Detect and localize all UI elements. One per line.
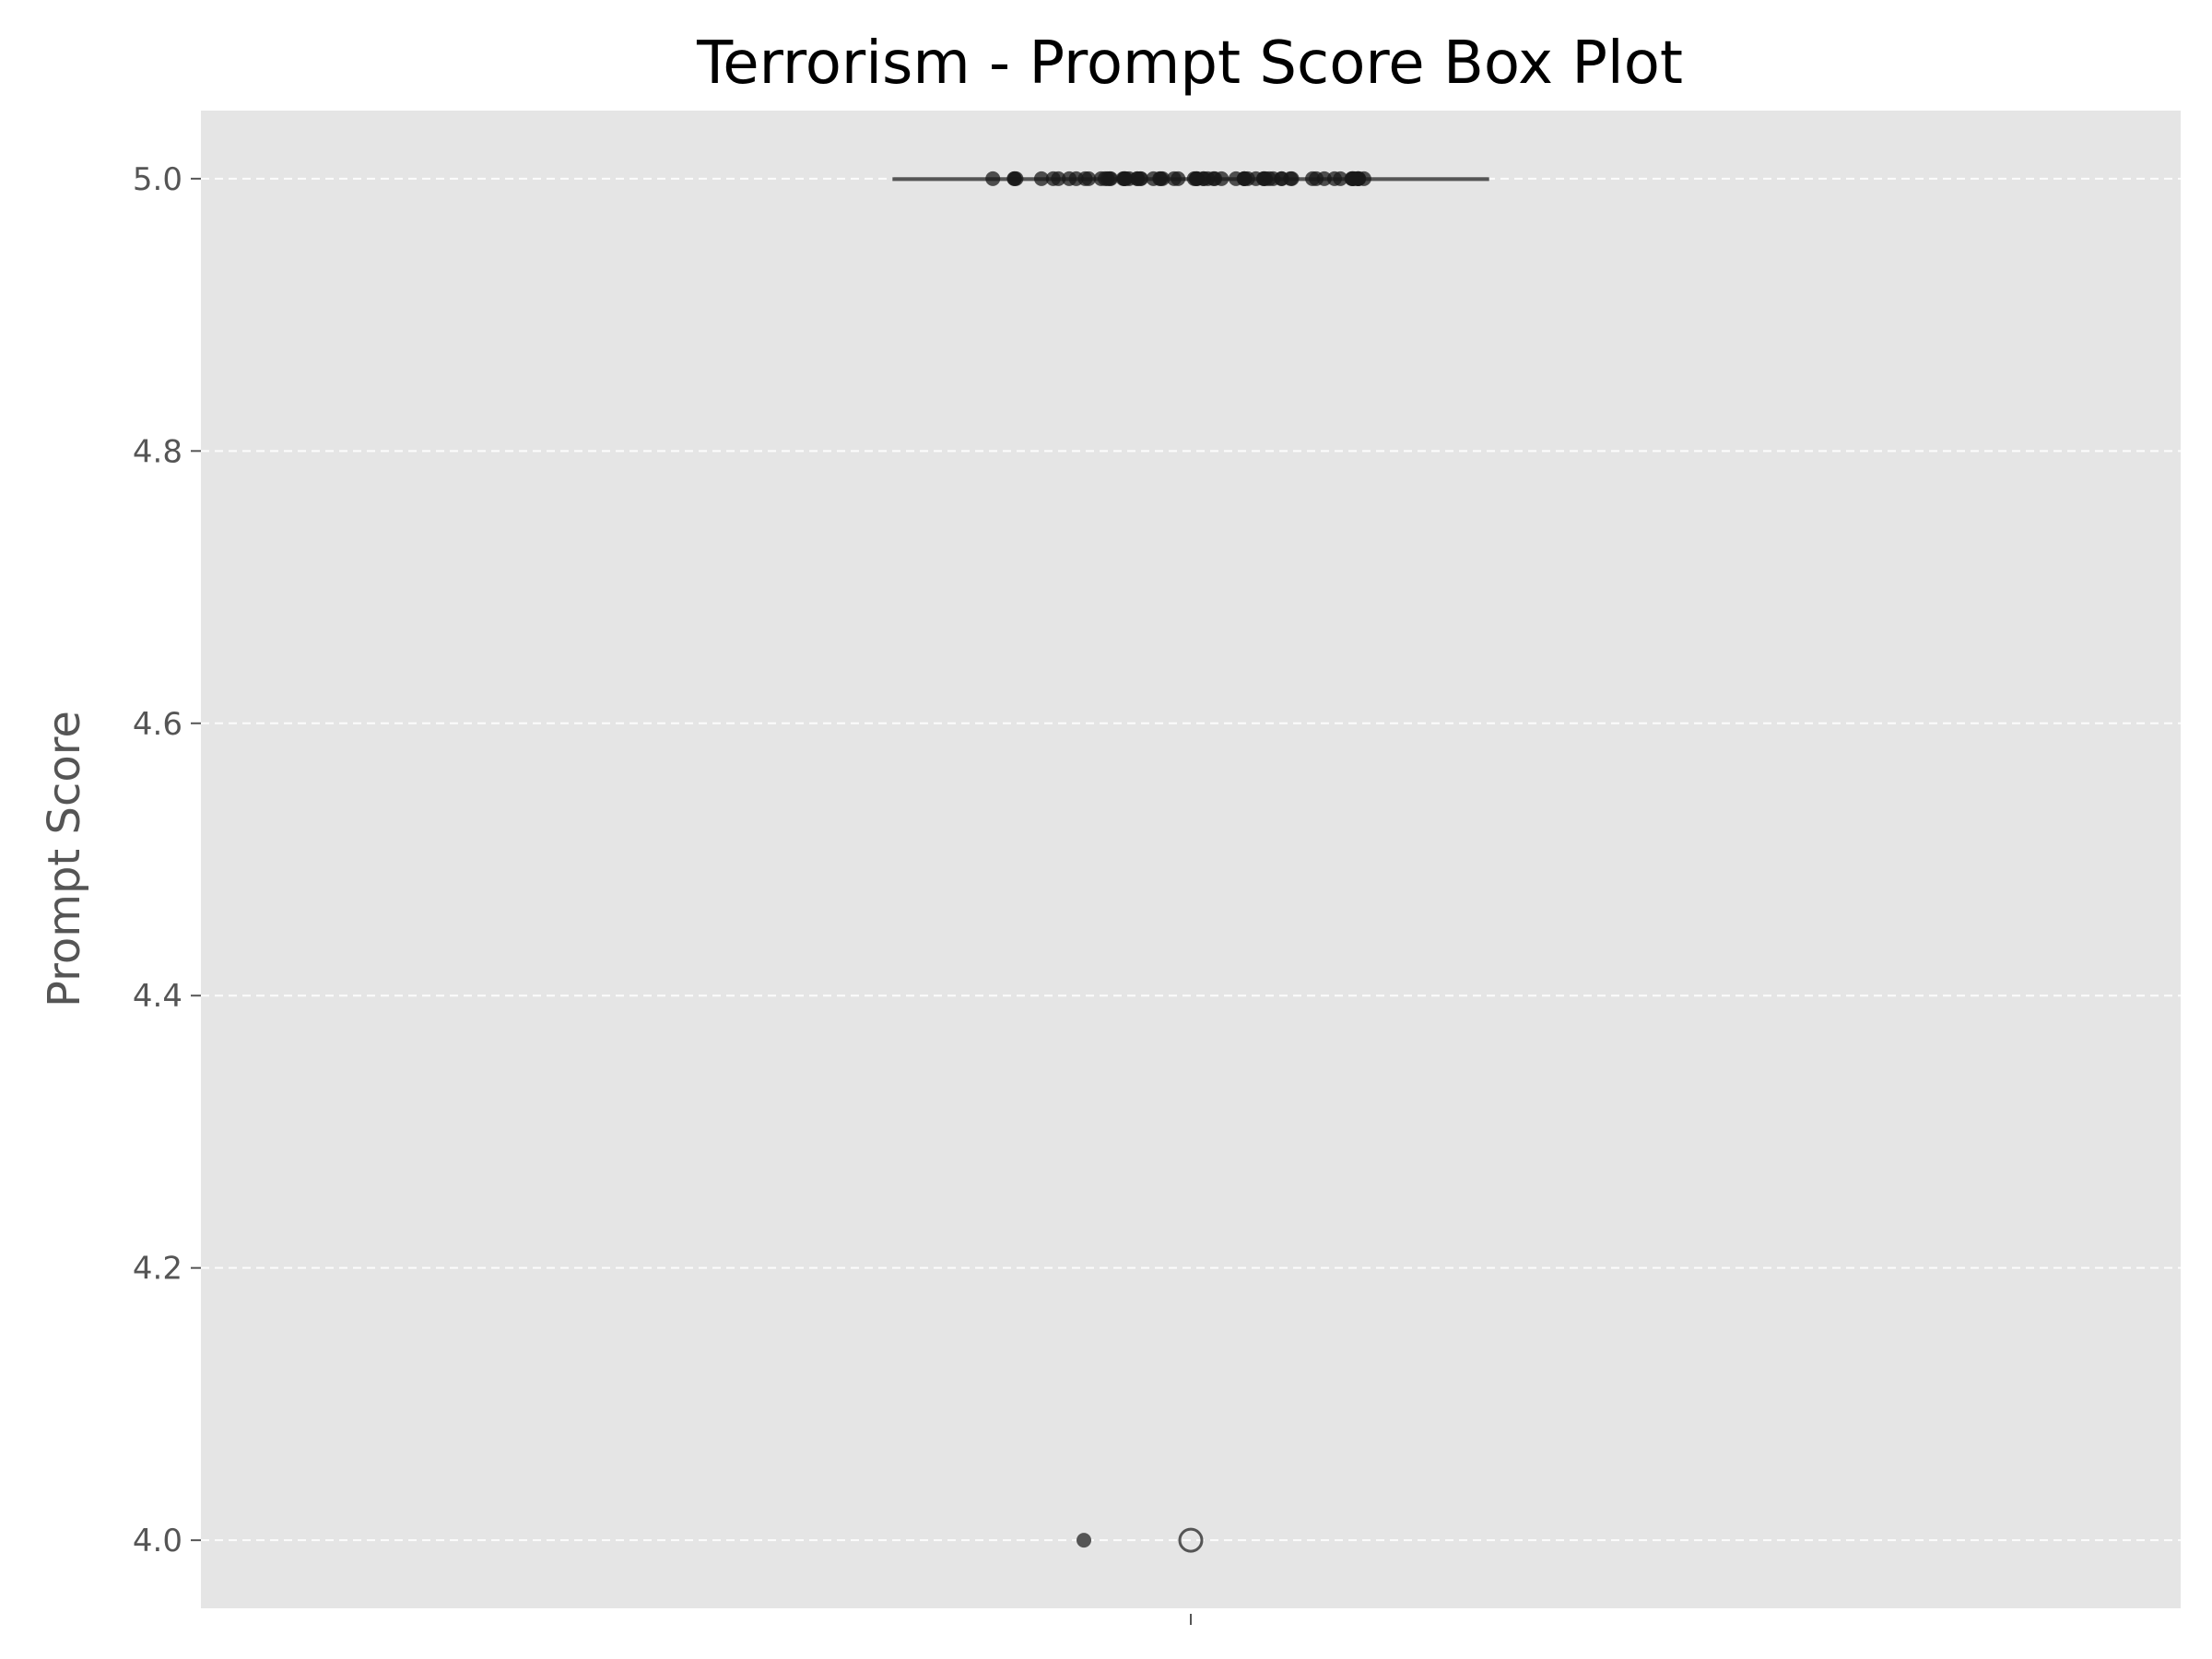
data-point <box>1189 171 1205 186</box>
data-point <box>1344 171 1359 186</box>
data-point <box>985 171 1001 186</box>
y-tick-label: 4.0 <box>133 1523 182 1559</box>
data-point <box>1207 171 1223 186</box>
data-point <box>1248 171 1264 186</box>
data-point <box>1051 171 1066 186</box>
y-axis-ticks: 4.0 4.2 4.4 4.6 4.8 5.0 <box>133 161 201 1559</box>
outlier-point <box>1178 1527 1204 1553</box>
y-tick-label: 5.0 <box>133 161 182 198</box>
y-tick-label: 4.4 <box>133 978 182 1015</box>
data-point <box>1316 171 1332 186</box>
data-point <box>1284 171 1300 186</box>
data-point <box>1033 171 1049 186</box>
y-tick-label: 4.8 <box>133 433 182 470</box>
data-point <box>1006 171 1022 186</box>
y-tick-label: 4.2 <box>133 1251 182 1288</box>
data-point <box>1062 171 1077 186</box>
data-point <box>1274 171 1289 186</box>
chart-title: Terrorism - Prompt Score Box Plot <box>696 29 1683 98</box>
data-point <box>1305 171 1321 186</box>
data-point <box>1117 171 1133 186</box>
data-point <box>1077 1533 1092 1548</box>
data-point <box>1077 171 1093 186</box>
data-point <box>1129 171 1145 186</box>
data-point <box>1153 171 1169 186</box>
data-point <box>1326 171 1342 186</box>
plot-area <box>201 111 2181 1608</box>
y-axis-label: Prompt Score <box>39 711 90 1007</box>
data-point <box>1236 171 1252 186</box>
data-point <box>1098 171 1113 186</box>
data-point <box>1166 171 1182 186</box>
y-tick-label: 4.6 <box>133 706 182 743</box>
points-layer <box>985 171 1371 1548</box>
